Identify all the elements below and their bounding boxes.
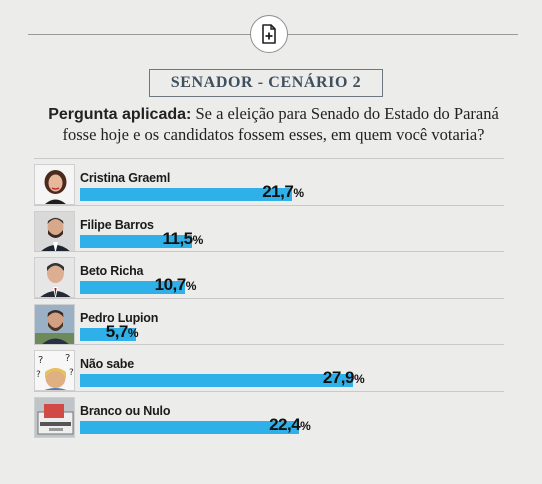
data-label-value: 10,7 [154, 275, 187, 294]
data-label: 10,7% [155, 275, 197, 295]
chart-title: SENADOR - CENÁRIO 2 [149, 69, 383, 97]
bar-row: ???? Não sabe 27,9% [34, 344, 504, 391]
category-label: Beto Richa [80, 264, 144, 278]
svg-text:?: ? [38, 355, 43, 366]
category-label: Filipe Barros [80, 217, 154, 232]
bar-row: Pedro Lupion 5,7% [34, 297, 504, 345]
data-label-value: 27,9 [322, 368, 355, 387]
bar [80, 234, 193, 248]
row-divider [34, 297, 504, 299]
svg-text:?: ? [69, 368, 74, 378]
bar-row: Beto Richa 10,7% [34, 251, 504, 298]
candidate-photo [34, 164, 75, 205]
candidate-photo: ???? [34, 350, 75, 391]
row-divider [34, 390, 504, 392]
candidate-photo [34, 303, 75, 345]
bar [80, 374, 353, 387]
question-text: Pergunta aplicada: Se a eleição para Sen… [36, 104, 511, 145]
data-label-unit: % [192, 232, 204, 247]
data-label-value: 5,7 [105, 321, 129, 341]
data-label-value: 11,5 [162, 228, 193, 248]
candidate-photo [34, 396, 75, 438]
data-label-unit: % [293, 186, 304, 200]
add-file-icon[interactable] [250, 15, 288, 53]
data-label-unit: % [127, 325, 139, 340]
data-label-unit: % [185, 279, 197, 293]
data-label: 22,4% [269, 415, 311, 435]
row-divider [34, 158, 504, 159]
category-label: Cristina Graeml [80, 171, 171, 185]
bar [80, 281, 185, 294]
bar [80, 327, 136, 341]
row-divider [34, 251, 504, 252]
bar [80, 188, 293, 201]
bar-row: Filipe Barros 11,5% [34, 204, 504, 252]
question-body: Se a eleição para Senado do Estado do Pa… [62, 104, 499, 144]
candidate-photo [34, 257, 75, 298]
category-label: Não sabe [80, 357, 134, 371]
data-label: 21,7% [262, 182, 304, 202]
candidate-photo [34, 210, 75, 252]
row-divider [34, 344, 504, 345]
data-label-value: 22,4 [269, 414, 301, 434]
svg-text:?: ? [65, 353, 70, 364]
svg-text:?: ? [36, 370, 41, 380]
bar-row: Branco ou Nulo 22,4% [34, 390, 504, 438]
bar-row: Cristina Graeml 21,7% [34, 158, 504, 205]
question-lead: Pergunta aplicada: [48, 106, 192, 123]
bar [80, 420, 300, 434]
category-label: Pedro Lupion [80, 310, 159, 325]
data-label-value: 21,7 [262, 182, 294, 201]
data-label-unit: % [300, 418, 311, 433]
data-label: 5,7% [106, 322, 139, 342]
data-label: 27,9% [323, 368, 365, 388]
data-label-unit: % [353, 372, 365, 386]
data-label: 11,5% [162, 229, 203, 249]
category-label: Branco ou Nulo [80, 403, 171, 418]
row-divider [34, 204, 504, 206]
